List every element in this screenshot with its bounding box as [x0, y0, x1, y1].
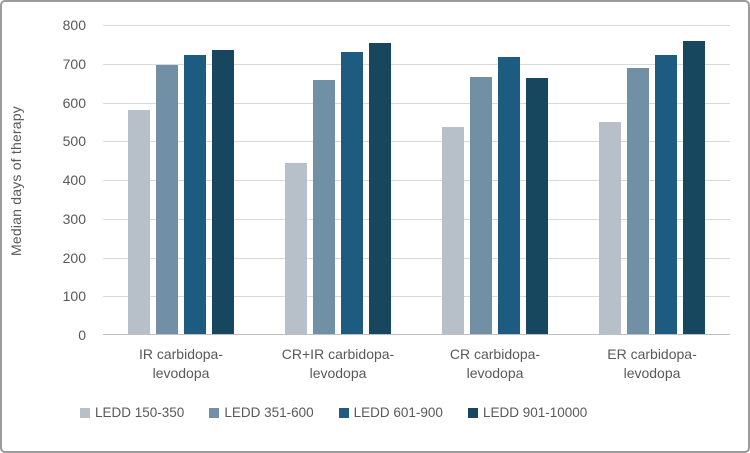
bar-cr-ledd-150-350 [442, 127, 464, 334]
gridline-100 [103, 296, 730, 297]
y-tick-0: 0 [78, 327, 86, 343]
x-category-label-line: ER carbidopa- [607, 346, 697, 362]
x-category-label-line: levodopa [309, 365, 367, 381]
legend-item-ledd-351-600: LEDD 351-600 [209, 405, 314, 420]
x-category-label: CR+IR carbidopa-levodopa [258, 345, 418, 383]
x-category-label-line: IR carbidopa- [138, 346, 224, 362]
gridline-400 [103, 180, 730, 181]
y-tick-500: 500 [62, 133, 86, 149]
y-tick-700: 700 [62, 56, 86, 72]
y-axis-title: Median days of therapy [8, 106, 24, 256]
bar-cr-ir-ledd-601-900 [341, 52, 363, 334]
legend-label: LEDD 351-600 [224, 405, 314, 420]
gridline-600 [103, 103, 730, 104]
bar-cr-ir-ledd-901-10000 [369, 43, 391, 334]
y-tick-600: 600 [62, 95, 86, 111]
y-axis-ticks: 0 100 200 300 400 500 600 700 800 [38, 2, 86, 451]
bar-cr-ledd-601-900 [498, 57, 520, 334]
legend: LEDD 150-350 LEDD 351-600 LEDD 601-900 LEDD… [80, 405, 587, 420]
y-tick-200: 200 [62, 250, 86, 266]
bar-cr-ir-ledd-351-600 [313, 80, 335, 334]
plot-area [103, 25, 730, 335]
bar-ir-ledd-150-350 [128, 110, 150, 334]
bar-er-ledd-901-10000 [683, 41, 705, 334]
y-tick-100: 100 [62, 288, 86, 304]
y-tick-300: 300 [62, 211, 86, 227]
gridline-500 [103, 141, 730, 142]
legend-label: LEDD 601-900 [353, 405, 443, 420]
gridline-700 [103, 64, 730, 65]
legend-label: LEDD 150-350 [95, 405, 185, 420]
x-category-label: CR carbidopa-levodopa [415, 345, 575, 383]
x-category-label-line: CR carbidopa- [449, 346, 541, 362]
bar-cr-ir-ledd-150-350 [285, 163, 307, 334]
x-category-label-line: levodopa [623, 365, 681, 381]
legend-item-ledd-150-350: LEDD 150-350 [80, 405, 184, 420]
legend-swatch-icon [467, 407, 478, 418]
x-category-label-line: levodopa [152, 365, 210, 381]
bar-er-ledd-150-350 [599, 122, 621, 334]
x-category-label: ER carbidopa-levodopa [572, 345, 732, 383]
gridline-200 [103, 258, 730, 259]
y-tick-800: 800 [62, 17, 86, 33]
legend-item-ledd-601-900: LEDD 601-900 [338, 405, 443, 420]
x-category-label-line: levodopa [466, 365, 524, 381]
legend-swatch-icon [209, 407, 220, 418]
legend-item-ledd-901-10000: LEDD 901-10000 [467, 405, 588, 420]
y-tick-400: 400 [62, 172, 86, 188]
x-category-label-line: CR+IR carbidopa- [281, 346, 395, 362]
bar-er-ledd-351-600 [627, 68, 649, 334]
bar-ir-ledd-351-600 [156, 65, 178, 334]
gridline-800 [103, 25, 730, 26]
bar-cr-ledd-351-600 [470, 77, 492, 334]
legend-swatch-icon [80, 407, 90, 418]
legend-swatch-icon [338, 407, 349, 418]
bar-ir-ledd-601-900 [184, 55, 206, 334]
x-axis-line [103, 334, 730, 335]
legend-label: LEDD 901-10000 [482, 405, 588, 420]
bar-er-ledd-601-900 [655, 55, 677, 334]
x-axis-labels: IR carbidopa-levodopa CR+IR carbidopa-lev… [103, 345, 730, 387]
bar-ir-ledd-901-10000 [212, 50, 234, 334]
gridline-300 [103, 219, 730, 220]
bar-cr-ledd-901-10000 [526, 78, 548, 334]
x-category-label: IR carbidopa-levodopa [101, 345, 261, 383]
